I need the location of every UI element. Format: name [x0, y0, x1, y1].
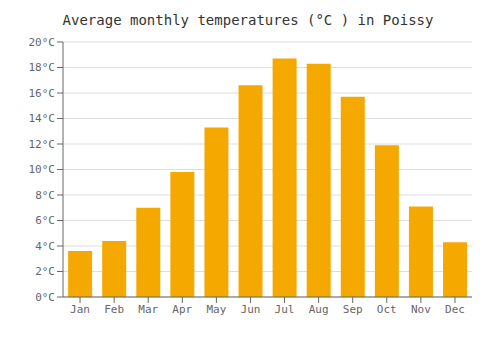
svg-text:18°C: 18°C	[29, 61, 56, 74]
svg-text:20°C: 20°C	[29, 36, 56, 49]
svg-text:Jan: Jan	[70, 303, 90, 316]
svg-text:May: May	[206, 303, 226, 316]
svg-text:0°C: 0°C	[35, 291, 55, 304]
svg-text:Dec: Dec	[445, 303, 465, 316]
svg-text:4°C: 4°C	[35, 240, 55, 253]
svg-text:10°C: 10°C	[29, 163, 56, 176]
svg-text:16°C: 16°C	[29, 87, 56, 100]
svg-text:Apr: Apr	[172, 303, 192, 316]
svg-text:Aug: Aug	[309, 303, 329, 316]
svg-text:12°C: 12°C	[29, 138, 56, 151]
svg-text:6°C: 6°C	[35, 214, 55, 227]
svg-text:Jul: Jul	[275, 303, 295, 316]
svg-text:14°C: 14°C	[29, 112, 56, 125]
svg-text:Oct: Oct	[377, 303, 397, 316]
svg-text:Jun: Jun	[241, 303, 261, 316]
svg-text:Feb: Feb	[104, 303, 124, 316]
html-text:Average monthly temperatures (: Average monthly temperatures (°C ) in Po…	[62, 12, 434, 28]
svg-text:Sep: Sep	[343, 303, 363, 316]
svg-text:8°C: 8°C	[35, 189, 55, 202]
svg-text:Mar: Mar	[138, 303, 158, 316]
svg-text:2°C: 2°C	[35, 265, 55, 278]
svg-text:Nov: Nov	[411, 303, 431, 316]
